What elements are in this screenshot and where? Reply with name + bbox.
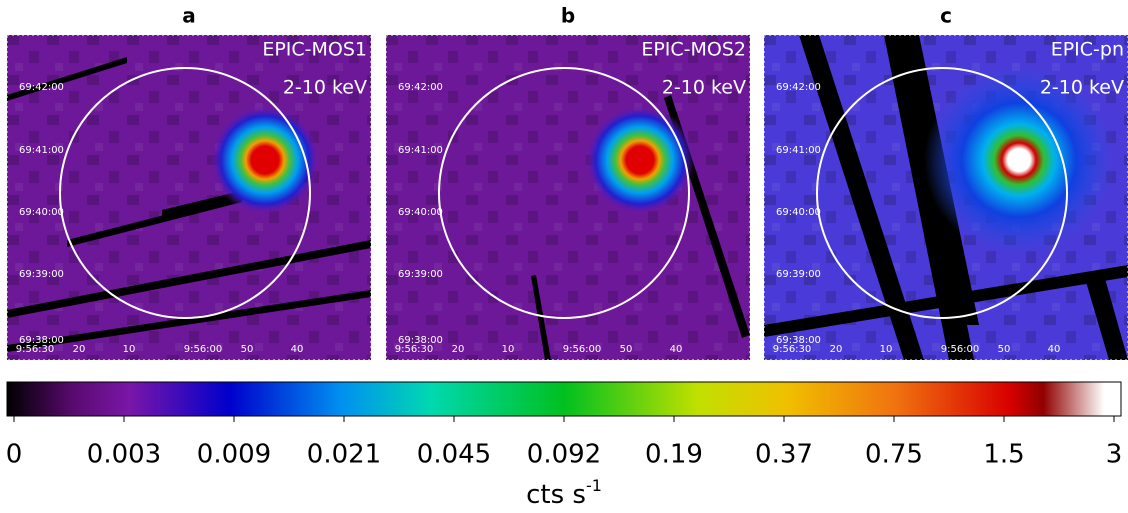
detector-gap: [7, 290, 371, 352]
dec-tick-label: 69:39:00: [776, 269, 821, 280]
band-label: 2-10 keV: [662, 77, 746, 99]
colorbar-tick-label: 0.021: [307, 440, 381, 470]
colorbar-label-unit: cts s: [526, 480, 586, 510]
ra-tick-label: 9:56:30: [16, 344, 55, 355]
ra-tick-label: 10: [123, 344, 136, 355]
instrument-label: EPIC-MOS1: [262, 39, 367, 61]
image: [386, 35, 750, 360]
dec-tick-label: 69:41:00: [19, 145, 64, 156]
detector-gap: [7, 240, 371, 318]
ra-tick-label: 40: [1048, 344, 1061, 355]
dec-tick-label: 69:39:00: [398, 269, 443, 280]
dec-tick-label: 69:40:00: [776, 207, 821, 218]
ra-tick-label: 9:56:00: [941, 344, 980, 355]
colorbar-tick-label: 0.19: [645, 440, 703, 470]
dec-tick-label: 69:40:00: [398, 207, 443, 218]
dec-tick-label: 69:38:00: [776, 335, 821, 346]
image: [764, 35, 1128, 360]
extraction-region: [816, 67, 1068, 319]
image-panel: EPIC-pn 2-10 keV 69:42:00 69:41:00 69:40:00 6…: [763, 34, 1128, 361]
colorbar-tick-label: 0.37: [755, 440, 813, 470]
image-panel: EPIC-MOS1 2-10 keV 69:42:00 69:41:00 69:40:0…: [6, 34, 372, 361]
ra-tick-label: 10: [880, 344, 893, 355]
ra-tick-label: 40: [291, 344, 304, 355]
band-label: 2-10 keV: [283, 77, 367, 99]
x-ray-source: [585, 105, 695, 215]
ra-tick-label: 9:56:00: [184, 344, 223, 355]
dec-tick-label: 69:42:00: [398, 82, 443, 93]
ra-tick-label: 9:56:30: [395, 344, 434, 355]
ra-tick-label: 20: [452, 344, 465, 355]
colorbar-tick-label: 0.009: [197, 440, 271, 470]
band-label: 2-10 keV: [1040, 77, 1124, 99]
dec-tick-label: 69:41:00: [398, 145, 443, 156]
detector-gap: [764, 265, 1128, 337]
ra-tick-label: 50: [241, 344, 254, 355]
colorbar-tick-label: 0.75: [865, 440, 923, 470]
dec-tick-label: 69:38:00: [19, 335, 64, 346]
colorbar-tick-label: 1.5: [983, 440, 1024, 470]
colorbar-tick-label: 0.045: [417, 440, 491, 470]
instrument-label: EPIC-pn: [1051, 39, 1124, 61]
panel-border: [385, 34, 751, 361]
x-ray-source: [210, 105, 320, 215]
panel-label: a: [182, 4, 196, 28]
colorbar: [6, 381, 1122, 417]
ra-tick-label: 9:56:30: [773, 344, 812, 355]
dec-tick-label: 69:42:00: [19, 82, 64, 93]
dec-tick-label: 69:40:00: [19, 207, 64, 218]
dec-tick-label: 69:38:00: [398, 335, 443, 346]
ra-tick-label: 9:56:00: [563, 344, 602, 355]
panel-label: b: [561, 4, 575, 28]
panel-border: [6, 34, 372, 361]
extraction-region: [438, 67, 690, 319]
colorbar-tick-label: 3: [1106, 440, 1123, 470]
colorbar-tick-label: 0.003: [87, 440, 161, 470]
detector-gap: [799, 35, 924, 360]
detector-gap: [1084, 275, 1128, 360]
detector-gap: [884, 35, 974, 360]
colorbar-tick-label: 0.092: [527, 440, 601, 470]
extraction-region: [59, 67, 311, 319]
colorbar-label-exponent: -1: [586, 476, 602, 495]
colorbar-tick-label: 0: [6, 440, 23, 470]
instrument-label: EPIC-MOS2: [641, 39, 746, 61]
ra-tick-label: 20: [830, 344, 843, 355]
detector-gap: [531, 275, 551, 360]
image: [7, 35, 371, 360]
ra-tick-label: 40: [670, 344, 683, 355]
ra-tick-label: 20: [73, 344, 86, 355]
ra-tick-label: 50: [998, 344, 1011, 355]
colorbar-label: cts s-1: [526, 476, 602, 510]
dec-tick-label: 69:39:00: [19, 269, 64, 280]
dec-tick-label: 69:42:00: [776, 82, 821, 93]
panel-label: c: [940, 4, 952, 28]
dec-tick-label: 69:41:00: [776, 145, 821, 156]
ra-tick-label: 50: [620, 344, 633, 355]
image-panel: EPIC-MOS2 2-10 keV 69:42:00 69:41:00 69:40:0…: [385, 34, 751, 361]
ra-tick-label: 10: [502, 344, 515, 355]
detector-gap: [7, 57, 127, 101]
panel-border: [763, 34, 1128, 361]
